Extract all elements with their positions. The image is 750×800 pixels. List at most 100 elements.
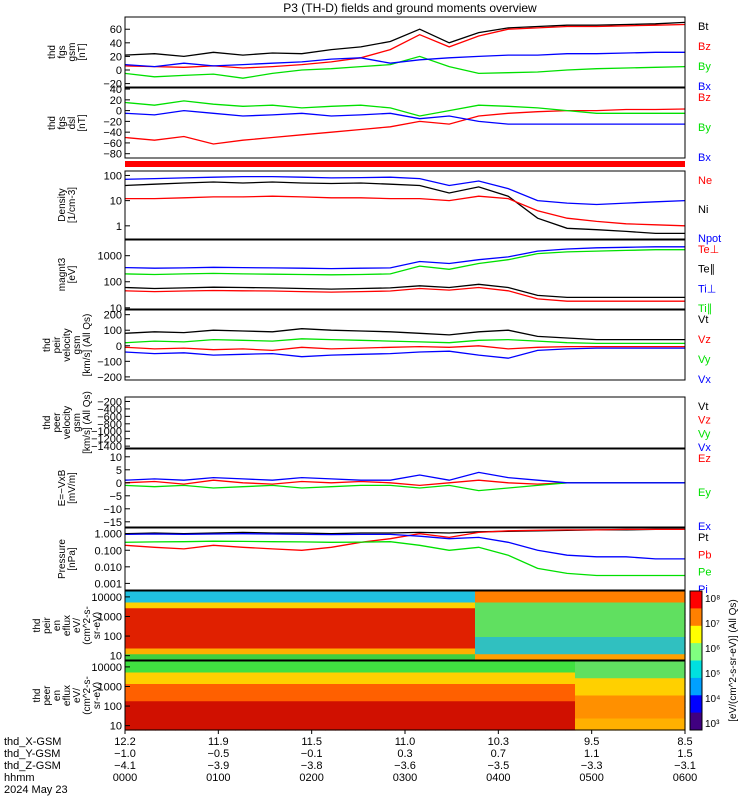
- heatmap-cell: [635, 648, 646, 655]
- heatmap-cell: [245, 718, 256, 725]
- heatmap-cell: [555, 614, 566, 621]
- heatmap-cell: [425, 637, 436, 644]
- heatmap-cell: [165, 684, 176, 691]
- heatmap-cell: [625, 724, 636, 731]
- heatmap-cell: [455, 707, 466, 714]
- panel-frame: [124, 16, 686, 88]
- heatmap-cell: [625, 619, 636, 627]
- heatmap-cell: [385, 608, 396, 615]
- heatmap-cell: [565, 642, 576, 650]
- heatmap-cell: [635, 684, 646, 691]
- heatmap-cell: [505, 707, 516, 714]
- heatmap-cell: [435, 718, 446, 725]
- heatmap-cell: [325, 707, 336, 714]
- heatmap-cell: [495, 689, 506, 697]
- heatmap-cell: [355, 707, 366, 714]
- heatmap-cell: [135, 631, 146, 638]
- heatmap-cell: [575, 648, 586, 655]
- heatmap-cell: [535, 672, 546, 679]
- heatmap-cell: [585, 689, 596, 697]
- heatmap-cell: [395, 712, 406, 720]
- legend-Ez: Ez: [698, 453, 711, 465]
- heatmap-cell: [385, 666, 396, 674]
- heatmap-cell: [145, 614, 156, 621]
- heatmap-cell: [165, 707, 176, 714]
- x-tick-label-z: −3.9: [207, 760, 229, 772]
- heatmap-cell: [205, 695, 216, 702]
- y-axis-label: peir: [52, 336, 63, 353]
- y-tick-label: 100: [104, 170, 122, 182]
- heatmap-cell: [595, 707, 606, 714]
- heatmap-cell: [515, 614, 526, 621]
- heatmap-cell: [495, 678, 506, 685]
- heatmap-cell: [435, 608, 446, 615]
- heatmap-cell: [545, 672, 556, 679]
- heatmap-cell: [485, 642, 496, 650]
- heatmap-cell: [405, 608, 416, 615]
- heatmap-cell: [595, 619, 606, 627]
- heatmap-cell: [485, 625, 496, 632]
- heatmap-cell: [495, 602, 506, 609]
- y-tick-label: 1.000: [94, 529, 122, 541]
- heatmap-cell: [375, 637, 386, 644]
- heatmap-cell: [285, 614, 296, 621]
- heatmap-cell: [565, 614, 576, 621]
- heatmap-cell: [445, 712, 456, 720]
- heatmap-cell: [215, 631, 226, 638]
- heatmap-cell: [645, 661, 656, 668]
- heatmap-cell: [535, 678, 546, 685]
- heatmap-cell: [135, 591, 146, 598]
- heatmap-cell: [325, 637, 336, 644]
- heatmap-cell: [495, 596, 506, 604]
- heatmap-cell: [255, 648, 266, 655]
- heatmap-cell: [665, 608, 676, 615]
- heatmap-cell: [155, 608, 166, 615]
- heatmap-cell: [305, 672, 316, 679]
- x-tick-label-z: −3.1: [674, 760, 696, 772]
- x-tick-label-y: 1.5: [677, 748, 692, 760]
- heatmap-cell: [535, 689, 546, 697]
- heatmap-cell: [335, 678, 346, 685]
- heatmap-cell: [425, 661, 436, 668]
- heatmap-cell: [475, 661, 486, 668]
- heatmap-cell: [285, 625, 296, 632]
- heatmap-cell: [595, 625, 606, 632]
- heatmap-cell: [485, 712, 496, 720]
- heatmap-cell: [635, 707, 646, 714]
- heatmap-cell: [375, 724, 386, 731]
- heatmap-cell: [675, 718, 686, 725]
- y-tick-label: 10: [110, 303, 122, 315]
- heatmap-cell: [195, 614, 206, 621]
- heatmap-cell: [625, 689, 636, 697]
- heatmap-cell: [625, 684, 636, 691]
- heatmap-cell: [535, 648, 546, 655]
- heatmap-cell: [675, 619, 686, 627]
- heatmap-cell: [335, 591, 346, 598]
- heatmap-cell: [525, 654, 536, 661]
- heatmap-cell: [325, 695, 336, 702]
- heatmap-cell: [155, 695, 166, 702]
- heatmap-cell: [315, 608, 326, 615]
- heatmap-cell: [465, 724, 476, 731]
- heatmap-cell: [435, 625, 446, 632]
- heatmap-cell: [585, 637, 596, 644]
- heatmap-cell: [675, 684, 686, 691]
- heatmap-cell: [175, 678, 186, 685]
- heatmap-cell: [405, 678, 416, 685]
- heatmap-cell: [185, 619, 196, 627]
- heatmap-cell: [345, 614, 356, 621]
- heatmap-cell: [595, 724, 606, 731]
- heatmap-cell: [575, 654, 586, 661]
- heatmap-cell: [615, 654, 626, 661]
- heatmap-cell: [285, 707, 296, 714]
- heatmap-cell: [485, 654, 496, 661]
- heatmap-cell: [215, 642, 226, 650]
- heatmap-cell: [445, 591, 456, 598]
- heatmap-cell: [205, 689, 216, 697]
- heatmap-cell: [375, 695, 386, 702]
- heatmap-cell: [135, 654, 146, 661]
- heatmap-cell: [525, 718, 536, 725]
- y-axis-label: eV/: [72, 618, 83, 633]
- y-axis-label: peer: [52, 412, 63, 433]
